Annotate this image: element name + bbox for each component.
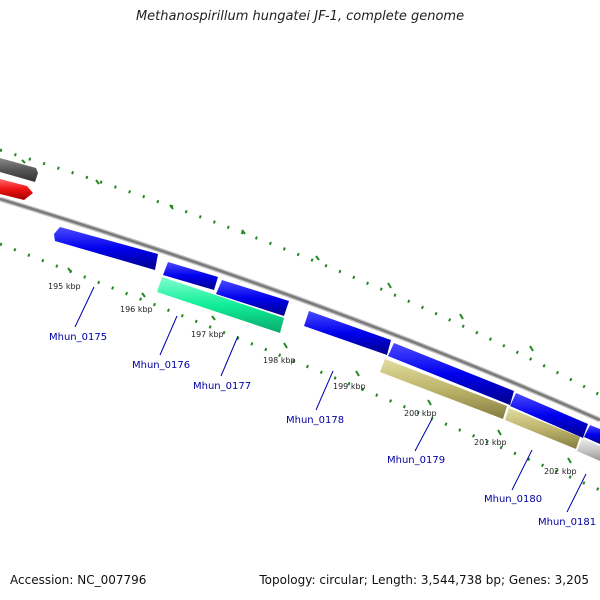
scale-label-196: 196 kbp (120, 305, 153, 314)
gene-arrow-mhun-0179[interactable] (388, 343, 514, 405)
gene-arrow-khaki-1[interactable] (380, 359, 507, 419)
outer-major-ticks (21, 159, 534, 352)
gene-label-mhun-0175[interactable]: Mhun_0175 (49, 332, 107, 343)
gene-label-mhun-0177[interactable]: Mhun_0177 (193, 381, 251, 392)
gene-arrow-cyan[interactable] (157, 277, 284, 333)
gene-label-mhun-0180[interactable]: Mhun_0180 (484, 494, 542, 505)
accession-text: Accession: NC_007796 (10, 573, 147, 587)
gene-label-mhun-0176[interactable]: Mhun_0176 (132, 360, 190, 371)
scale-label-202: 202 kbp (544, 467, 577, 476)
scale-label-201: 201 kbp (474, 438, 507, 447)
genome-summary-text: Topology: circular; Length: 3,544,738 bp… (259, 573, 589, 587)
gene-arrow-mhun-0180[interactable] (510, 393, 588, 438)
scale-label-198: 198 kbp (263, 356, 296, 365)
gene-arrow-light-grey[interactable] (577, 438, 600, 461)
gene-arrow-mhun-0178[interactable] (304, 311, 391, 355)
scale-label-197: 197 kbp (191, 330, 224, 339)
gene-arrow-mhun-0177[interactable] (216, 280, 289, 316)
scale-label-195: 195 kbp (48, 282, 81, 291)
gene-arrow-dark-grey[interactable] (0, 158, 38, 182)
scale-label-200: 200 kbp (404, 409, 437, 418)
gene-leader-lines (74, 286, 587, 513)
gene-label-mhun-0181[interactable]: Mhun_0181 (538, 517, 596, 528)
genome-title: Methanospirillum hungatei JF-1, complete… (135, 9, 465, 24)
gene-arrow-khaki-2[interactable] (505, 408, 580, 449)
outer-tick-ring (0, 148, 600, 397)
gene-arrow-red[interactable] (0, 179, 33, 200)
inner-major-ticks (67, 267, 572, 464)
gene-label-mhun-0179[interactable]: Mhun_0179 (387, 455, 445, 466)
gene-arrow-mhun-0176[interactable] (163, 262, 218, 290)
gene-arrow-mhun-0175[interactable] (54, 227, 158, 270)
scale-label-199: 199 kbp (333, 382, 366, 391)
inner-tick-ring (0, 242, 600, 492)
gene-label-mhun-0178[interactable]: Mhun_0178 (286, 415, 344, 426)
gene-arrow-mhun-0181[interactable] (584, 425, 600, 444)
genome-backbone (0, 196, 600, 423)
